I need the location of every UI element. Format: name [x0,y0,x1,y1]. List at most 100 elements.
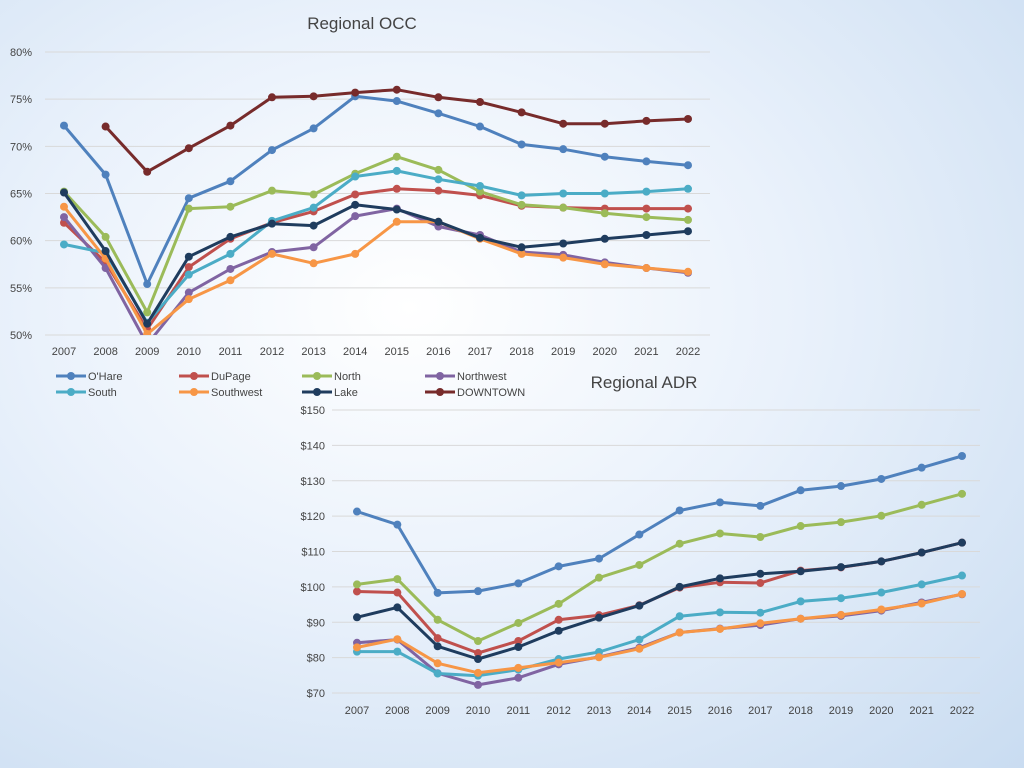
adr-plot-area [353,451,966,689]
legend-item-dupage: DuPage [179,371,251,383]
adr-x-tick-label: 2016 [708,705,732,717]
occ-point-southwest [268,249,276,258]
occ-point-o-hare [226,177,235,186]
adr-point-north [917,500,926,509]
occ-x-tick-label: 2011 [219,346,243,358]
occ-point-downtown [559,119,568,128]
adr-point-southwest [554,658,563,667]
adr-point-southwest [393,635,402,644]
occ-point-southwest [392,217,401,226]
adr-point-o-hare [877,474,886,483]
occ-point-downtown [101,122,110,131]
adr-point-southwest [514,663,523,672]
adr-x-tick-label: 2007 [345,705,369,717]
occ-point-dupage [642,204,651,213]
legend-swatch-marker [313,388,321,396]
adr-point-southwest [353,643,361,652]
legend-label-dupage: DuPage [211,371,251,383]
occ-y-tick-label: 80% [10,47,32,59]
legend-item-downtown: DOWNTOWN [425,387,525,399]
adr-point-south [958,571,966,580]
occ-point-o-hare [268,146,276,155]
occ-x-tick-label: 2018 [509,346,533,358]
occ-y-tick-label: 55% [10,283,32,295]
adr-series-line-south [355,574,964,678]
occ-series-line-north [62,155,690,314]
adr-x-tick-label: 2012 [546,705,570,717]
occ-x-tick-label: 2020 [593,346,617,358]
adr-point-north [635,560,644,569]
occ-point-north [143,308,152,317]
occ-point-lake [684,227,692,236]
occ-point-south [600,189,609,198]
adr-point-o-hare [675,506,684,515]
occ-point-north [392,152,401,161]
legend-swatch-marker [190,372,198,380]
occ-point-o-hare [434,109,443,118]
occ-point-lake [392,205,401,214]
occ-x-tick-label: 2019 [551,346,575,358]
legend-swatch-marker [436,372,444,380]
adr-point-o-hare [554,562,563,571]
occ-point-south [184,270,193,279]
occ-point-o-hare [184,194,193,203]
legend-item-northwest: Northwest [425,371,507,383]
adr-point-lake [595,613,603,622]
occ-point-dupage [684,204,692,213]
occ-point-downtown [309,92,318,101]
occ-point-downtown [351,88,360,97]
adr-point-north [554,599,563,608]
occ-x-tick-label: 2021 [634,346,658,358]
adr-point-lake [554,626,563,635]
occ-point-lake [268,219,276,228]
occ-x-tick-label: 2017 [468,346,492,358]
occ-x-tick-label: 2012 [260,346,284,358]
adr-series-line-north [355,492,964,643]
adr-point-northwest [514,673,523,682]
adr-y-tick-label: $80 [307,653,325,665]
adr-point-lake [474,655,482,664]
adr-point-o-hare [716,498,724,507]
occ-point-southwest [184,295,193,304]
adr-series-line-o-hare [355,454,964,595]
occ-point-north [600,209,609,218]
adr-point-north [514,618,523,627]
occ-point-southwest [60,202,68,211]
adr-point-north [958,489,966,498]
occ-point-south [434,175,443,184]
adr-chart-title: Regional ADR [591,373,698,392]
adr-point-south [675,612,684,621]
occ-point-northwest [351,212,360,221]
adr-y-tick-label: $100 [301,582,325,594]
adr-point-o-hare [958,451,966,460]
adr-point-south [756,608,765,617]
occ-point-north [309,190,318,199]
occ-chart: Regional OCC 50% 55% 60% 65% 70% 75% 80% 2007 200… [10,14,710,399]
occ-series-line-lake [62,191,690,326]
legend-label-northwest: Northwest [457,371,507,383]
adr-point-lake [675,582,684,591]
occ-point-dupage [351,190,360,199]
adr-x-tick-label: 2014 [627,705,651,717]
occ-point-o-hare [476,122,484,131]
legend-item-o-hare: O'Hare [56,371,123,383]
adr-point-southwest [433,659,442,668]
legend-label-lake: Lake [334,387,358,399]
adr-point-dupage [554,615,563,624]
occ-point-south [309,203,318,212]
occ-x-tick-label: 2016 [426,346,450,358]
occ-point-downtown [684,114,692,123]
adr-y-tick-label: $140 [301,440,325,452]
occ-point-lake [143,319,152,328]
occ-point-o-hare [392,97,401,106]
adr-point-southwest [917,599,926,608]
occ-point-southwest [351,249,360,258]
adr-point-lake [917,548,926,557]
adr-x-tick-label: 2009 [425,705,449,717]
occ-y-tick-label: 65% [10,189,32,201]
occ-point-southwest [143,330,152,335]
legend-item-lake: Lake [302,387,358,399]
adr-point-southwest [675,628,684,637]
occ-point-north [476,187,484,196]
occ-point-dupage [434,186,443,195]
